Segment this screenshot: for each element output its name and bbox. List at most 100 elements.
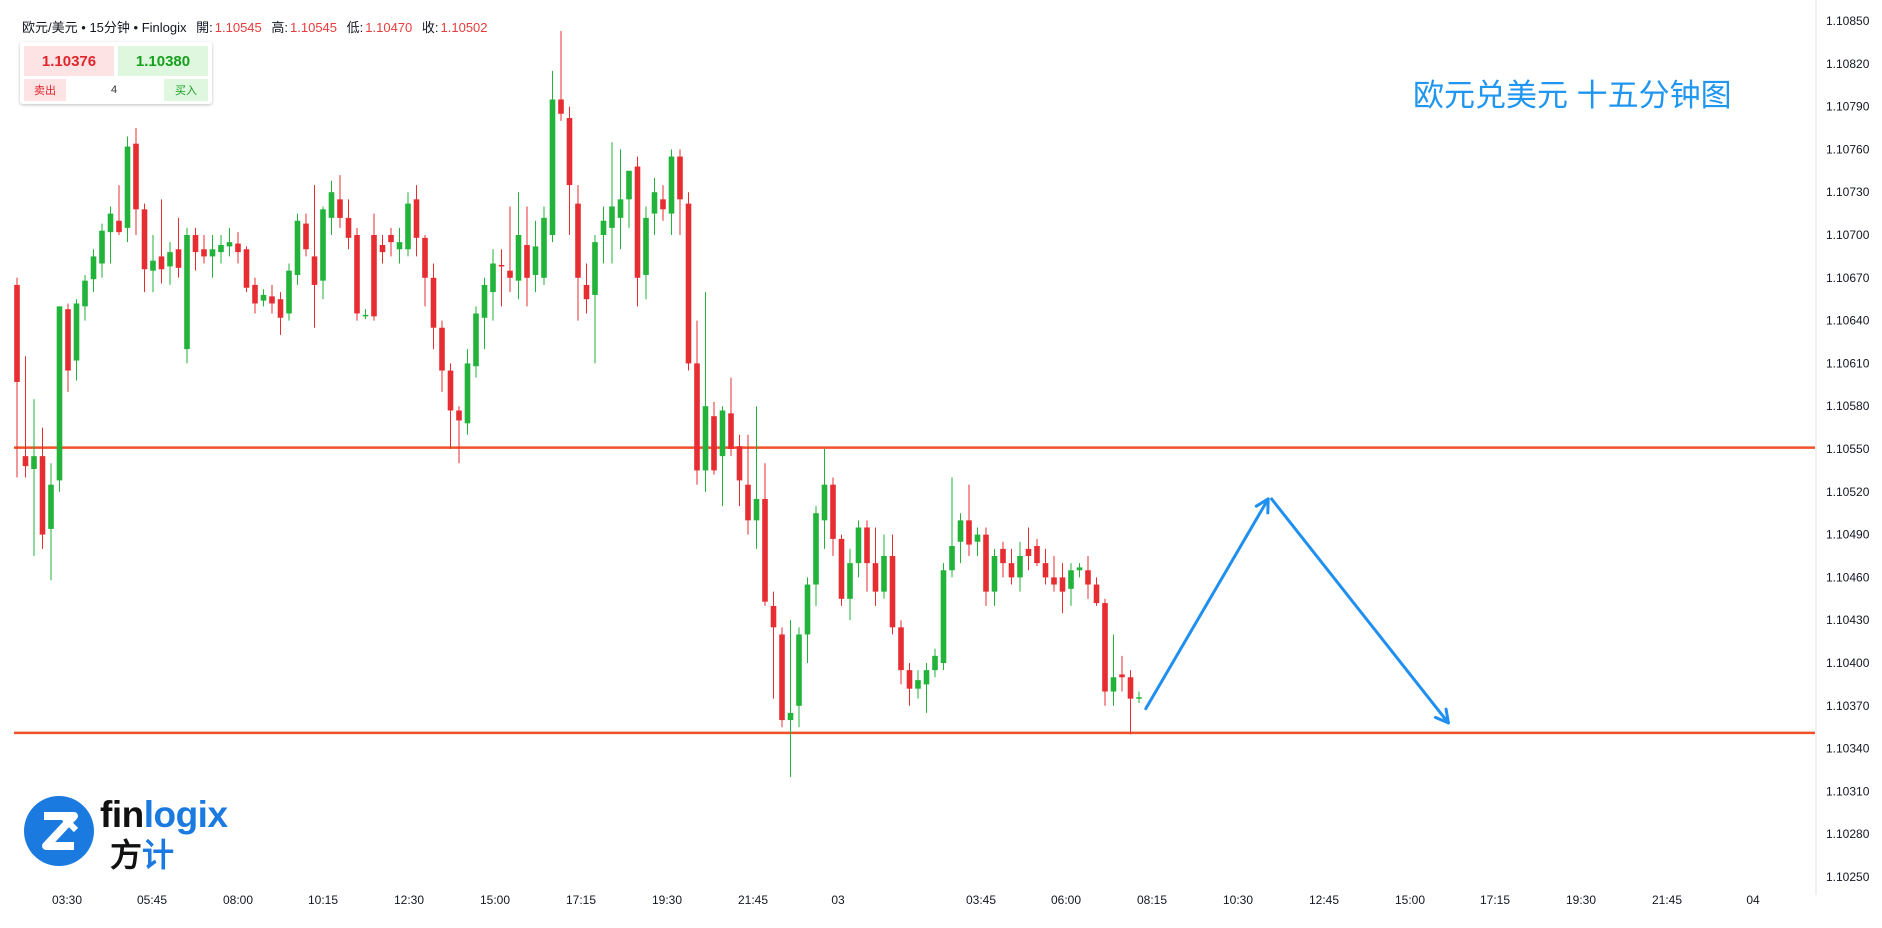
candle-body — [48, 484, 54, 529]
candle-body — [643, 217, 649, 275]
support-resistance-lines — [14, 446, 1815, 735]
candle-body — [337, 199, 343, 218]
candle — [1008, 548, 1015, 585]
close-label: 收: — [421, 20, 439, 35]
candle-body — [770, 605, 777, 628]
candle-body — [949, 546, 955, 571]
chart-annotation: 欧元兑美元 十五分钟图 — [1413, 78, 1732, 113]
candle-body — [983, 534, 989, 592]
candle — [1085, 556, 1091, 599]
interval-label: 15分钟 — [89, 20, 130, 35]
candle-body — [124, 146, 131, 228]
logo-cn-dark: 方 — [110, 837, 143, 873]
candle — [328, 180, 335, 235]
candle — [396, 227, 403, 264]
logo-chinese: 方计 — [110, 830, 174, 876]
price-tick-label: 1.10760 — [1826, 142, 1870, 156]
logo-text-blue: logix — [143, 794, 228, 835]
candle — [422, 235, 428, 307]
candle-body — [660, 199, 666, 210]
candle-body — [1008, 563, 1015, 578]
close-value: 1.10502 — [440, 20, 488, 35]
sell-price-button[interactable]: 1.10376 — [24, 46, 114, 76]
price-tick-label: 1.10460 — [1826, 570, 1870, 584]
price-tick-label: 1.10550 — [1826, 442, 1870, 456]
candle — [736, 434, 743, 507]
candle-body — [855, 527, 862, 564]
candle — [481, 277, 488, 350]
time-tick-label: 03 — [831, 893, 845, 907]
price-tick-label: 1.10610 — [1826, 356, 1870, 370]
arrow-shaft — [1144, 497, 1270, 711]
price-tick-label: 1.10730 — [1826, 185, 1870, 199]
candle — [643, 206, 649, 300]
candle-body — [82, 280, 88, 307]
time-axis: 03:30 05:45 08:00 10:15 12:30 15:00 17:15 19:30… — [52, 893, 1760, 907]
candle — [1017, 541, 1023, 592]
price-tick-label: 1.10640 — [1826, 314, 1870, 328]
candle — [82, 274, 88, 321]
candle-body — [116, 220, 122, 233]
candle-body — [396, 242, 403, 250]
candle — [983, 527, 989, 606]
candle — [73, 299, 80, 381]
candle-body — [1076, 567, 1083, 571]
candle — [881, 534, 887, 599]
sell-button[interactable]: 卖出 — [24, 79, 66, 101]
candle — [702, 292, 709, 492]
candle — [524, 206, 530, 307]
candle — [141, 203, 148, 293]
candle — [583, 263, 590, 314]
candle — [124, 136, 131, 243]
candle-body — [1102, 603, 1108, 692]
candle-body — [464, 363, 471, 424]
time-tick-label: 15:00 — [1395, 893, 1425, 907]
time-tick-label: 06:00 — [1051, 893, 1081, 907]
candle-body — [1110, 677, 1117, 692]
candle — [498, 249, 505, 307]
buy-button[interactable]: 买入 — [164, 79, 208, 101]
candle — [966, 484, 972, 556]
candle-body — [762, 498, 768, 602]
candle — [915, 670, 921, 699]
candle — [1034, 538, 1040, 566]
candle — [1000, 541, 1006, 578]
time-tick-label: 12:30 — [394, 893, 424, 907]
candle — [923, 663, 930, 713]
time-tick-label: 04 — [1746, 893, 1760, 907]
candle-body — [209, 249, 216, 257]
candle-body — [235, 243, 241, 253]
candle-body — [388, 235, 394, 243]
price-tick-label: 1.10520 — [1826, 485, 1870, 499]
candle — [753, 406, 760, 549]
candle — [345, 199, 352, 250]
candle-body — [107, 213, 114, 233]
candle-body — [269, 296, 275, 304]
candle — [821, 449, 828, 549]
low-value: 1.10470 — [365, 20, 413, 35]
candle — [507, 206, 513, 293]
candle-body — [779, 634, 785, 721]
candle-body — [1042, 563, 1049, 578]
low-label: 低: — [346, 20, 364, 35]
candle — [201, 235, 207, 264]
candle — [1076, 563, 1083, 578]
candle — [22, 356, 29, 478]
candle-body — [243, 249, 250, 288]
candle-body — [1119, 674, 1125, 678]
candle — [830, 477, 836, 556]
candle — [566, 106, 573, 235]
projection-arrow — [1270, 497, 1450, 725]
time-tick-label: 03:30 — [52, 893, 82, 907]
candle — [1025, 527, 1032, 571]
candle — [243, 246, 250, 293]
quantity-input[interactable]: 4 — [110, 84, 118, 96]
candle-body — [507, 270, 513, 278]
candle — [490, 249, 496, 321]
candle-body — [558, 99, 564, 114]
buy-price-button[interactable]: 1.10380 — [118, 46, 208, 76]
candle — [549, 70, 556, 243]
candle-body — [133, 143, 139, 210]
price-axis: 1.10850 1.10820 1.10790 1.10760 1.10730 1.107… — [1826, 14, 1870, 884]
